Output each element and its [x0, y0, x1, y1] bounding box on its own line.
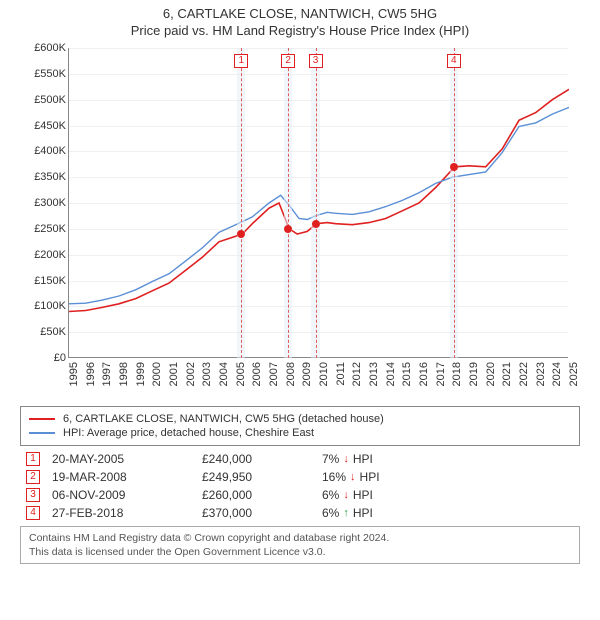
sale-price: £249,950: [202, 470, 322, 484]
sale-diff-pct: 6%: [322, 488, 339, 502]
y-tick-label: £200K: [20, 249, 66, 261]
sale-index-box: 2: [26, 470, 40, 484]
sale-diff: 6% ↑ HPI: [322, 506, 442, 520]
y-tick-label: £400K: [20, 145, 66, 157]
sale-date: 19-MAR-2008: [52, 470, 202, 484]
sale-price: £240,000: [202, 452, 322, 466]
arrow-down-icon: ↓: [343, 453, 349, 465]
sale-marker-box: 1: [234, 54, 248, 68]
sale-diff: 7% ↓ HPI: [322, 452, 442, 466]
sale-date: 06-NOV-2009: [52, 488, 202, 502]
legend: 6, CARTLAKE CLOSE, NANTWICH, CW5 5HG (de…: [20, 406, 580, 446]
y-tick-label: £300K: [20, 197, 66, 209]
sale-row: 3 06-NOV-2009£260,0006% ↓ HPI: [20, 488, 580, 502]
sale-date: 27-FEB-2018: [52, 506, 202, 520]
y-tick-label: £150K: [20, 275, 66, 287]
y-tick-label: £0: [20, 352, 66, 364]
y-tick-label: £550K: [20, 68, 66, 80]
sale-diff-vs: HPI: [353, 506, 373, 520]
sale-index-box: 4: [26, 506, 40, 520]
sale-row: 2 19-MAR-2008£249,95016% ↓ HPI: [20, 470, 580, 484]
y-tick-label: £250K: [20, 223, 66, 235]
sale-marker-box: 2: [281, 54, 295, 68]
sale-diff: 16% ↓ HPI: [322, 470, 442, 484]
sale-marker-box: 4: [447, 54, 461, 68]
sale-diff-pct: 7%: [322, 452, 339, 466]
sale-diff-vs: HPI: [360, 470, 380, 484]
sale-vline: [288, 48, 289, 358]
sale-vline: [316, 48, 317, 358]
sale-diff-vs: HPI: [353, 488, 373, 502]
footer-line2: This data is licensed under the Open Gov…: [29, 545, 571, 559]
title-subtitle: Price paid vs. HM Land Registry's House …: [8, 23, 592, 38]
y-tick-label: £50K: [20, 326, 66, 338]
title-address: 6, CARTLAKE CLOSE, NANTWICH, CW5 5HG: [8, 6, 592, 21]
sale-dot: [237, 230, 245, 238]
sale-diff: 6% ↓ HPI: [322, 488, 442, 502]
sale-price: £260,000: [202, 488, 322, 502]
y-tick-label: £100K: [20, 300, 66, 312]
sale-index-box: 1: [26, 452, 40, 466]
legend-label: 6, CARTLAKE CLOSE, NANTWICH, CW5 5HG (de…: [63, 413, 384, 425]
sale-diff-pct: 6%: [322, 506, 339, 520]
sale-diff-vs: HPI: [353, 452, 373, 466]
sale-vline: [454, 48, 455, 358]
y-tick-label: £600K: [20, 42, 66, 54]
sale-price: £370,000: [202, 506, 322, 520]
sale-dot: [284, 225, 292, 233]
chart-container: 6, CARTLAKE CLOSE, NANTWICH, CW5 5HG Pri…: [0, 0, 600, 570]
sale-index-box: 3: [26, 488, 40, 502]
sale-dot: [312, 220, 320, 228]
footer: Contains HM Land Registry data © Crown c…: [20, 526, 580, 564]
title-block: 6, CARTLAKE CLOSE, NANTWICH, CW5 5HG Pri…: [8, 6, 592, 38]
sales-table: 1 20-MAY-2005£240,0007% ↓ HPI 2 19-MAR-2008£2…: [20, 452, 580, 520]
chart-area: £0 £50K £100K £150K £200K £250K £300K £350K £400…: [20, 42, 580, 402]
legend-swatch: [29, 432, 55, 434]
sale-vline: [241, 48, 242, 358]
sale-row: 4 27-FEB-2018£370,0006% ↑ HPI: [20, 506, 580, 520]
x-tick-label: 2025: [568, 362, 600, 386]
sale-dot: [450, 163, 458, 171]
legend-row: HPI: Average price, detached house, Ches…: [29, 427, 571, 439]
y-tick-label: £500K: [20, 94, 66, 106]
legend-label: HPI: Average price, detached house, Ches…: [63, 427, 314, 439]
arrow-down-icon: ↓: [350, 471, 356, 483]
y-tick-label: £350K: [20, 171, 66, 183]
footer-line1: Contains HM Land Registry data © Crown c…: [29, 531, 571, 545]
y-tick-label: £450K: [20, 120, 66, 132]
sale-row: 1 20-MAY-2005£240,0007% ↓ HPI: [20, 452, 580, 466]
legend-row: 6, CARTLAKE CLOSE, NANTWICH, CW5 5HG (de…: [29, 413, 571, 425]
sale-date: 20-MAY-2005: [52, 452, 202, 466]
arrow-down-icon: ↓: [343, 489, 349, 501]
sale-marker-box: 3: [309, 54, 323, 68]
arrow-up-icon: ↑: [343, 507, 349, 519]
legend-swatch: [29, 418, 55, 420]
sale-diff-pct: 16%: [322, 470, 346, 484]
